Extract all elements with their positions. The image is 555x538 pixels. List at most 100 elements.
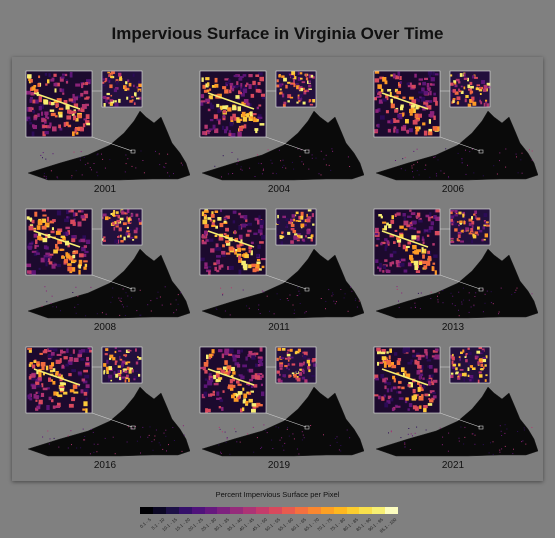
urban-speck bbox=[531, 159, 533, 161]
urban-speck bbox=[231, 152, 233, 153]
urban-speck bbox=[468, 311, 470, 313]
urban-speck bbox=[398, 300, 399, 302]
urban-speck bbox=[457, 152, 459, 154]
urban-speck bbox=[461, 162, 463, 164]
urban-speck bbox=[430, 298, 432, 299]
large-inset-map bbox=[373, 346, 441, 414]
urban-speck bbox=[249, 167, 251, 169]
urban-speck bbox=[454, 305, 456, 307]
urban-speck bbox=[304, 312, 306, 314]
urban-speck bbox=[180, 162, 182, 164]
urban-speck bbox=[156, 297, 158, 299]
urban-speck bbox=[112, 436, 114, 438]
small-inset-map bbox=[275, 70, 317, 108]
urban-speck bbox=[330, 169, 332, 171]
urban-speck bbox=[289, 294, 291, 296]
urban-speck bbox=[270, 159, 272, 161]
map-cell-2001: 2001 bbox=[20, 63, 190, 203]
urban-speck bbox=[520, 159, 522, 161]
urban-speck bbox=[299, 155, 301, 157]
urban-speck bbox=[269, 310, 270, 312]
urban-speck bbox=[163, 432, 165, 434]
urban-speck bbox=[136, 310, 138, 312]
urban-speck bbox=[447, 450, 449, 452]
urban-speck bbox=[482, 444, 484, 446]
urban-speck bbox=[77, 295, 79, 297]
urban-speck bbox=[412, 435, 413, 437]
urban-speck bbox=[279, 439, 281, 441]
urban-speck bbox=[464, 436, 466, 438]
map-cell-2006: 2006 bbox=[368, 63, 538, 203]
legend-swatch bbox=[140, 507, 153, 514]
urban-speck bbox=[266, 432, 268, 434]
year-label: 2001 bbox=[93, 184, 117, 195]
urban-speck bbox=[142, 426, 144, 428]
urban-speck bbox=[458, 437, 460, 439]
virginia-map bbox=[25, 70, 190, 181]
urban-speck bbox=[224, 310, 226, 312]
urban-speck bbox=[96, 154, 98, 156]
urban-speck bbox=[400, 437, 402, 439]
urban-speck bbox=[139, 314, 141, 316]
urban-speck bbox=[463, 299, 465, 301]
urban-speck bbox=[501, 435, 503, 436]
urban-speck bbox=[437, 295, 438, 297]
urban-speck bbox=[79, 157, 81, 159]
urban-speck bbox=[104, 437, 106, 439]
urban-speck bbox=[82, 428, 84, 430]
urban-speck bbox=[416, 170, 418, 172]
urban-speck bbox=[109, 159, 111, 161]
urban-speck bbox=[462, 287, 464, 289]
urban-speck bbox=[51, 295, 53, 297]
urban-speck bbox=[71, 444, 72, 446]
urban-speck bbox=[237, 158, 239, 160]
urban-speck bbox=[282, 445, 284, 447]
urban-speck bbox=[91, 169, 92, 171]
urban-speck bbox=[418, 174, 420, 176]
urban-speck bbox=[356, 306, 358, 308]
urban-speck bbox=[131, 297, 132, 299]
urban-speck bbox=[97, 153, 99, 155]
urban-speck bbox=[151, 441, 153, 443]
legend-swatch bbox=[165, 507, 179, 514]
urban-speck bbox=[521, 441, 523, 443]
urban-speck bbox=[328, 289, 330, 291]
urban-speck bbox=[416, 148, 418, 150]
urban-speck bbox=[258, 162, 260, 164]
urban-speck bbox=[281, 437, 283, 439]
virginia-state-shape bbox=[375, 248, 538, 319]
urban-speck bbox=[516, 287, 518, 289]
urban-speck bbox=[332, 292, 334, 294]
urban-speck bbox=[465, 173, 467, 175]
urban-speck bbox=[131, 427, 133, 429]
urban-speck bbox=[505, 148, 507, 150]
urban-speck bbox=[310, 425, 312, 426]
urban-speck bbox=[229, 453, 231, 455]
urban-speck bbox=[301, 439, 303, 441]
urban-speck bbox=[516, 156, 517, 158]
legend-swatch bbox=[294, 507, 308, 514]
urban-speck bbox=[505, 166, 507, 168]
urban-speck bbox=[43, 172, 45, 174]
urban-speck bbox=[83, 157, 85, 158]
urban-speck bbox=[484, 302, 486, 304]
urban-speck bbox=[172, 427, 174, 428]
urban-speck bbox=[97, 175, 99, 177]
urban-speck bbox=[157, 291, 159, 293]
urban-speck bbox=[473, 305, 475, 307]
urban-speck bbox=[308, 168, 310, 170]
urban-speck bbox=[120, 301, 122, 302]
urban-speck bbox=[458, 291, 460, 293]
urban-speck bbox=[355, 298, 357, 300]
urban-speck bbox=[173, 440, 175, 441]
urban-speck bbox=[292, 433, 294, 435]
urban-speck bbox=[177, 303, 179, 305]
urban-speck bbox=[468, 292, 470, 294]
urban-speck bbox=[343, 297, 345, 299]
urban-speck bbox=[43, 175, 45, 177]
urban-speck bbox=[56, 306, 57, 308]
urban-speck bbox=[460, 426, 462, 428]
urban-speck bbox=[258, 309, 259, 311]
urban-speck bbox=[147, 436, 149, 438]
urban-speck bbox=[173, 312, 175, 314]
